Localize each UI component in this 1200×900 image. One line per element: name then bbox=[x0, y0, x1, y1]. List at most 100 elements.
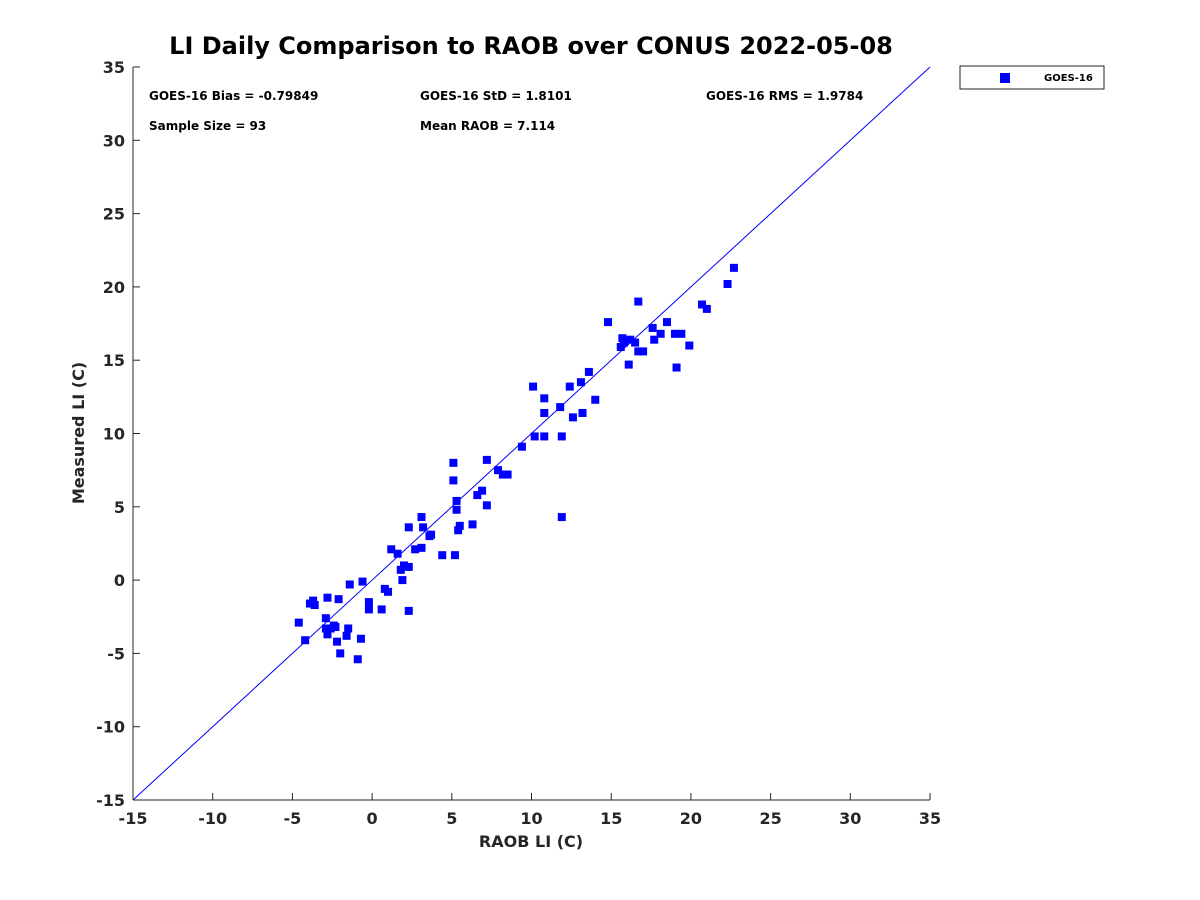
statistics-annotations: GOES-16 Bias = -0.79849 GOES-16 StD = 1.… bbox=[149, 89, 863, 133]
data-point-35 bbox=[417, 513, 426, 522]
data-point-66 bbox=[568, 413, 577, 422]
data-point-31 bbox=[404, 562, 413, 571]
data-point-25 bbox=[384, 587, 393, 596]
data-point-4 bbox=[310, 601, 319, 610]
data-point-55 bbox=[503, 470, 512, 479]
x-tick-label: 25 bbox=[759, 809, 781, 828]
data-point-20 bbox=[358, 577, 367, 586]
data-point-76 bbox=[626, 335, 635, 344]
x-tick-label: -10 bbox=[198, 809, 227, 828]
data-point-82 bbox=[650, 335, 659, 344]
data-point-8 bbox=[323, 630, 332, 639]
data-point-92 bbox=[729, 263, 738, 272]
data-point-68 bbox=[578, 408, 587, 417]
data-point-58 bbox=[530, 432, 539, 441]
x-tick-label: 10 bbox=[520, 809, 542, 828]
y-tick-label: 10 bbox=[103, 425, 125, 444]
data-point-49 bbox=[473, 491, 482, 500]
x-tick-label: 0 bbox=[367, 809, 378, 828]
x-tick-label: 35 bbox=[919, 809, 941, 828]
data-point-32 bbox=[404, 523, 413, 532]
y-tick-label: 5 bbox=[114, 498, 125, 517]
rms-stat: GOES-16 RMS = 1.9784 bbox=[706, 89, 863, 103]
data-point-73 bbox=[618, 334, 627, 343]
data-point-80 bbox=[639, 347, 648, 356]
data-points-layer bbox=[294, 263, 738, 664]
y-tick-label: -15 bbox=[96, 791, 125, 810]
sample-size-stat: Sample Size = 93 bbox=[149, 119, 266, 133]
data-point-51 bbox=[482, 501, 491, 510]
x-tick-label: 20 bbox=[680, 809, 702, 828]
data-point-43 bbox=[450, 551, 459, 560]
data-point-41 bbox=[449, 458, 458, 467]
y-tick-label: 0 bbox=[114, 571, 125, 590]
data-point-59 bbox=[540, 394, 549, 403]
data-point-34 bbox=[411, 545, 420, 554]
data-point-77 bbox=[631, 338, 640, 347]
std-stat: GOES-16 StD = 1.8101 bbox=[420, 89, 572, 103]
legend-box bbox=[959, 65, 1105, 90]
y-axis-label: Measured LI (C) bbox=[69, 362, 88, 504]
data-point-44 bbox=[452, 496, 461, 505]
data-point-81 bbox=[648, 323, 657, 332]
data-point-14 bbox=[336, 649, 345, 658]
data-point-12 bbox=[333, 637, 342, 646]
data-point-26 bbox=[387, 545, 396, 554]
y-tick-label: 20 bbox=[103, 278, 125, 297]
data-point-57 bbox=[529, 382, 538, 391]
x-axis-label: RAOB LI (C) bbox=[479, 832, 583, 851]
legend: GOES-16 bbox=[959, 65, 1105, 90]
chart-title: LI Daily Comparison to RAOB over CONUS 2… bbox=[169, 32, 893, 60]
y-tick-label: 25 bbox=[103, 205, 125, 224]
data-point-89 bbox=[698, 300, 707, 309]
y-tick-label: -5 bbox=[107, 644, 125, 663]
data-point-30 bbox=[399, 561, 408, 570]
data-point-18 bbox=[353, 655, 362, 664]
x-tick-label: 5 bbox=[446, 809, 457, 828]
data-point-74 bbox=[619, 338, 628, 347]
data-point-40 bbox=[438, 551, 447, 560]
data-point-83 bbox=[656, 329, 665, 338]
data-point-7 bbox=[323, 593, 332, 602]
data-point-70 bbox=[591, 395, 600, 404]
data-point-60 bbox=[540, 408, 549, 417]
data-point-39 bbox=[427, 530, 436, 539]
y-tick-label: 30 bbox=[103, 131, 125, 150]
data-point-5 bbox=[321, 614, 330, 623]
data-point-61 bbox=[540, 432, 549, 441]
data-point-67 bbox=[576, 378, 585, 387]
mean-raob-stat: Mean RAOB = 7.114 bbox=[420, 119, 555, 133]
data-point-22 bbox=[364, 605, 373, 614]
data-point-69 bbox=[584, 367, 593, 376]
x-tick-label: -5 bbox=[284, 809, 302, 828]
data-point-28 bbox=[396, 565, 405, 574]
data-point-88 bbox=[685, 341, 694, 350]
data-point-6 bbox=[321, 624, 330, 633]
data-point-47 bbox=[455, 521, 464, 530]
data-point-13 bbox=[334, 595, 343, 604]
legend-label: GOES-16 bbox=[1044, 73, 1093, 84]
data-point-11 bbox=[331, 623, 340, 632]
data-point-54 bbox=[498, 470, 507, 479]
data-point-64 bbox=[557, 513, 566, 522]
data-point-63 bbox=[557, 432, 566, 441]
data-point-42 bbox=[449, 476, 458, 485]
data-point-17 bbox=[345, 580, 354, 589]
data-point-79 bbox=[634, 297, 643, 306]
data-point-36 bbox=[417, 543, 426, 552]
data-point-71 bbox=[604, 318, 613, 327]
data-point-87 bbox=[677, 329, 686, 338]
data-point-75 bbox=[624, 360, 633, 369]
data-point-56 bbox=[517, 442, 526, 451]
data-point-29 bbox=[398, 576, 407, 585]
bias-stat: GOES-16 Bias = -0.79849 bbox=[149, 89, 318, 103]
data-point-78 bbox=[634, 347, 643, 356]
data-point-46 bbox=[454, 526, 463, 535]
y-axis-ticks: -15 -10 -5 0 5 10 15 20 25 30 35 bbox=[96, 58, 140, 810]
data-point-16 bbox=[344, 624, 353, 633]
x-axis-ticks: -15 -10 -5 0 5 10 15 20 25 30 35 bbox=[119, 793, 941, 828]
data-point-90 bbox=[702, 304, 711, 313]
data-point-3 bbox=[309, 596, 318, 605]
data-point-48 bbox=[468, 520, 477, 529]
